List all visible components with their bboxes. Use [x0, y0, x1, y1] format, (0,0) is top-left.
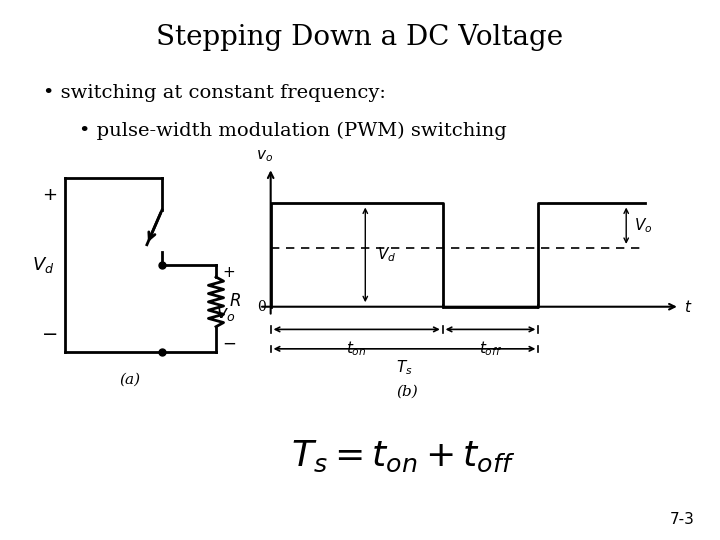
Text: • switching at constant frequency:: • switching at constant frequency:: [43, 84, 386, 102]
Text: $V_d$: $V_d$: [377, 246, 396, 264]
Text: $R$: $R$: [229, 293, 241, 310]
Text: $t_{on}$: $t_{on}$: [346, 339, 367, 358]
Text: +: +: [222, 265, 235, 280]
Text: $v_o$: $v_o$: [216, 305, 235, 323]
Text: −: −: [222, 335, 236, 353]
Text: $T_s$: $T_s$: [396, 359, 413, 377]
Text: 7-3: 7-3: [670, 511, 695, 526]
Text: $v_o$: $v_o$: [256, 148, 274, 164]
Text: (b): (b): [396, 384, 418, 399]
Text: • pulse-width modulation (PWM) switching: • pulse-width modulation (PWM) switching: [79, 122, 507, 140]
Text: (a): (a): [119, 373, 140, 387]
Text: +: +: [42, 186, 57, 204]
Text: $V_o$: $V_o$: [634, 217, 652, 235]
Text: 0: 0: [257, 300, 266, 314]
Text: Stepping Down a DC Voltage: Stepping Down a DC Voltage: [156, 24, 564, 51]
Text: $t_{off}$: $t_{off}$: [479, 339, 502, 358]
Text: $V_d$: $V_d$: [32, 254, 55, 275]
Text: $t$: $t$: [683, 299, 692, 315]
Text: −: −: [42, 325, 58, 343]
Text: $T_s = t_{on} + t_{off}$: $T_s = t_{on} + t_{off}$: [291, 438, 516, 474]
